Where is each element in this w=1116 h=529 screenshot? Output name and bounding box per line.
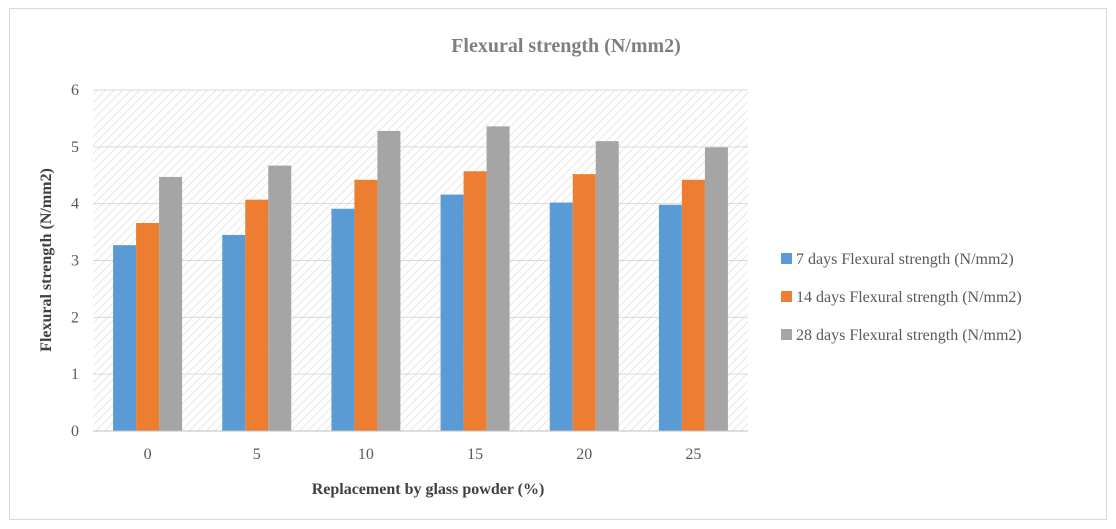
x-tick-label: 15 — [467, 446, 483, 463]
y-tick-label: 2 — [71, 309, 79, 326]
bars — [113, 126, 728, 432]
x-axis-title: Replacement by glass powder (%) — [312, 481, 545, 498]
legend-swatch — [781, 253, 792, 264]
bar — [159, 176, 183, 431]
axes: 0 1 2 3 4 5 6 0 5 10 15 20 25 — [71, 82, 748, 463]
bar — [595, 141, 619, 431]
legend-swatch — [781, 329, 792, 340]
x-tick-label: 25 — [685, 446, 701, 463]
x-tick-label: 0 — [144, 446, 152, 463]
y-tick-label: 6 — [71, 82, 79, 99]
legend-label: 14 days Flexural strength (N/mm2) — [796, 289, 1022, 306]
bar — [440, 194, 464, 431]
y-axis-title: Flexural strength (N/mm2) — [38, 168, 55, 352]
y-tick-label: 3 — [71, 253, 79, 270]
bar — [268, 165, 292, 432]
y-tick-label: 4 — [71, 196, 79, 213]
bar — [549, 202, 573, 431]
bar — [572, 174, 596, 431]
bar — [354, 179, 378, 431]
gridlines — [93, 89, 748, 375]
y-tick-label: 5 — [71, 139, 79, 156]
x-tick-label: 10 — [358, 446, 374, 463]
y-tick-label: 1 — [71, 366, 79, 383]
bar — [486, 126, 510, 431]
legend-label: 28 days Flexural strength (N/mm2) — [796, 327, 1022, 344]
bar — [681, 179, 705, 431]
legend: 7 days Flexural strength (N/mm2) 14 days … — [781, 251, 1022, 344]
bar — [704, 147, 728, 431]
chart-title: Flexural strength (N/mm2) — [451, 35, 681, 57]
bar — [377, 130, 401, 432]
x-tick-label: 20 — [576, 446, 592, 463]
bar — [136, 222, 160, 431]
bar — [222, 234, 246, 431]
legend-label: 7 days Flexural strength (N/mm2) — [796, 251, 1014, 268]
y-tick-label: 0 — [71, 423, 79, 440]
x-tick-label: 5 — [253, 446, 261, 463]
bar — [463, 171, 487, 431]
bar — [658, 204, 682, 431]
legend-swatch — [781, 291, 792, 302]
bar — [245, 199, 269, 431]
bar — [113, 245, 137, 431]
bar — [331, 208, 355, 431]
